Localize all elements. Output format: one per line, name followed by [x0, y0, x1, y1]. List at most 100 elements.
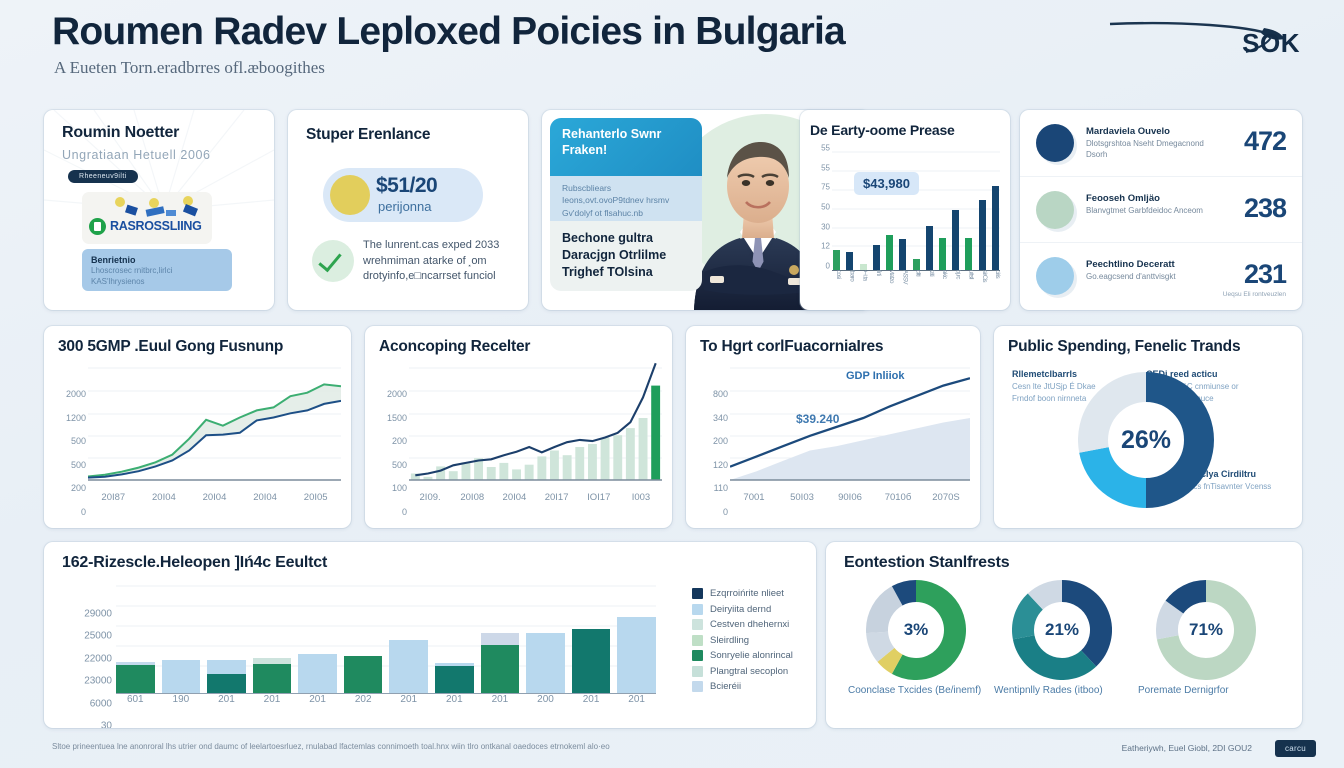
axis-tick-label: 200 — [537, 694, 554, 705]
profile-note-heading: Benrietnio — [91, 255, 136, 265]
bar — [524, 464, 534, 480]
axis-tick-label: 0 — [825, 261, 830, 271]
kpi-label: Feooseh Omljäo — [1086, 193, 1160, 204]
axis-tick-label: 1500 — [386, 412, 407, 423]
check-circle-icon — [312, 240, 354, 282]
portrait-card[interactable]: Rehanterlo Swnr Fraken! Rubscbliears Ieo… — [542, 110, 870, 310]
axis-tick-label: 6000 — [89, 698, 112, 710]
bar-segment — [207, 659, 246, 674]
stacked-bar-card[interactable]: 162-Rizescle.Heleopen ]Iń4c Eeultct 2900… — [44, 542, 816, 728]
stacked-bar-column — [389, 639, 429, 694]
metric-dot-icon — [330, 175, 370, 215]
stacked-bar-column — [207, 659, 246, 694]
combo-chart-xaxis: 2I09. 20I08 20I04 20I17 IOI17 I003 — [409, 492, 662, 510]
axis-tick-label: 1200 — [65, 412, 86, 423]
axis-tick-label: IOI17 — [587, 492, 611, 503]
donut-center-value: 26% — [1120, 425, 1172, 454]
kpi-row[interactable]: Peechtlino Deceratt Go.eagcsend d'anttvi… — [1020, 242, 1302, 308]
axis-tick-label: 201 — [491, 694, 509, 705]
mini-donut-label: Poremate Dernigrfor — [1138, 685, 1229, 696]
line-chart-yaxis: 2000 1200 500 500 200 0 — [50, 360, 86, 517]
axis-tick-label: I003 — [631, 492, 651, 503]
brand-logo-text: SOK — [1242, 28, 1300, 58]
top-bar-chart-card[interactable]: De Earty-oome Prease 55 55 75 50 30 12 0 $43,9… — [800, 110, 1010, 310]
axis-tick-label: uitsil — [967, 270, 974, 280]
legend-label: Sonryelie alonrincal — [710, 650, 793, 662]
axis-tick-label: 12 — [821, 241, 830, 251]
top-bar-chart-yaxis: 55 55 75 50 30 12 0 — [806, 144, 830, 274]
footer-badge[interactable]: carcu — [1274, 740, 1316, 757]
top-bar-chart-plot — [832, 146, 1000, 271]
mini-donut-svg — [866, 580, 966, 680]
line-chart-title: 300 5GMP .Euul Gong Fusnunp — [58, 338, 284, 355]
metric-card[interactable]: Stuper Erenlance $51/20 perijonna The lu… — [288, 110, 528, 310]
legend-swatch — [692, 634, 703, 646]
combo-chart-yaxis: 2000 1500 200 500 100 0 — [371, 360, 407, 517]
bar-segment — [116, 665, 155, 694]
axis-tick-label: 340 — [712, 412, 728, 423]
mini-donut-graphic[interactable]: 21% — [1012, 580, 1112, 680]
axis-tick-label: 20I87 — [101, 492, 126, 503]
top-bar-chart-xaxis: cosi tbaro +-i.ta firti vtatzo ASSV cliti iziti… — [832, 270, 1000, 302]
mini-donut-graphic[interactable]: 3% — [866, 580, 966, 680]
kpi-row[interactable]: Mardaviela Ouvelo Dlotsgrshtoa Nseht Dme… — [1020, 110, 1302, 176]
legend-item: Deiryiita dernd — [692, 602, 816, 618]
kpi-sublabel: Dlotsgrshtoa Nseht Dmegacnond Dsorh — [1086, 139, 1204, 159]
org-logo-text: RASROSSLIING — [110, 219, 202, 233]
donut-chart-card[interactable]: Public Spending, Fenelic Trands Rllemetc… — [994, 326, 1302, 528]
stacked-bar-column — [435, 663, 474, 694]
donut-legend-bottom-right: Venaclya Cirdiltru ödncs fnTisavnter Vce… — [1180, 468, 1285, 493]
bar — [461, 462, 471, 480]
area-chart-card[interactable]: To Hgrt corlFuacorniaIres 800 340 200 120 11… — [686, 326, 980, 528]
axis-tick-label: 20I04 — [152, 492, 176, 503]
portrait-quote-bottom: Bechone gultra Daracjgn Otrlilme Trighef… — [550, 221, 702, 291]
stacked-bar-axis — [116, 692, 656, 694]
mini-donuts-title: Eontestion Stanlfrests — [844, 554, 1010, 571]
area-chart-title: To Hgrt corlFuacorniaIres — [700, 338, 884, 355]
kpi-row[interactable]: Feooseh Omljäo Blanvgtmet Garbfdeidoc An… — [1020, 176, 1302, 242]
legend-label: Ezqrroińrite nlieet — [710, 588, 784, 600]
area-chart-annotation: $39.240 — [796, 412, 840, 426]
metric-note: The lunrent.cas exped 2033 wrehmiman ata… — [363, 239, 500, 283]
mini-donut-svg — [1012, 580, 1112, 680]
area-chart-plot — [730, 362, 970, 486]
legend-label: Sleirdling — [710, 634, 750, 646]
axis-tick-label: 75 — [821, 182, 830, 192]
metric-pill: $51/20 perijonna — [323, 168, 483, 222]
bar-segment — [617, 616, 656, 694]
legend-swatch — [692, 665, 703, 677]
kpi-value-sublabel: Ueqsu Eli rontveuzlen — [1222, 291, 1286, 298]
axis-tick-label: akic — [941, 270, 948, 279]
bar — [499, 462, 509, 480]
axis-tick-label: 0 — [401, 507, 407, 517]
kpi-sublabel: Blanvgtmet Garbfdeidoc Anceom — [1086, 206, 1203, 215]
axis-tick-label: 22000 — [84, 653, 112, 665]
axis-tick-label: vtatzo — [888, 270, 895, 284]
bar-segment — [161, 659, 201, 694]
bar-segment — [389, 639, 429, 694]
stacked-bar-yaxis: 29000 25000 22000 23000 6000 30 — [52, 578, 112, 729]
line-chart-card[interactable]: 300 5GMP .Euul Gong Fusnunp 2000 1200 500 5… — [44, 326, 351, 528]
bar-segment — [480, 644, 520, 694]
donut-legend-heading: Venaclya Cirdiltru — [1180, 469, 1257, 479]
stacked-bar-columns — [116, 586, 656, 694]
bar — [588, 444, 597, 480]
kpi-panel[interactable]: Mardaviela Ouvelo Dlotsgrshtoa Nseht Dme… — [1020, 110, 1302, 310]
legend-item: Sleirdling — [692, 633, 816, 649]
mini-donut-svg — [1156, 580, 1256, 680]
combo-chart-card[interactable]: Aconcoping Recelter 2000 1500 200 500 100 0 2… — [365, 326, 672, 528]
kpi-dot-icon — [1036, 124, 1074, 162]
axis-tick-label: 0 — [722, 507, 728, 517]
mini-donuts-card[interactable]: Eontestion Stanlfrests 3% Coonclase Txci… — [826, 542, 1302, 728]
kpi-label: Peechtlino Deceratt — [1086, 259, 1175, 270]
bar — [575, 447, 585, 480]
line-chart-plot — [88, 362, 341, 486]
area-chart-yaxis: 800 340 200 120 110 0 — [692, 360, 728, 517]
combo-chart-plot — [409, 362, 662, 486]
mini-donut-graphic[interactable]: 71% — [1156, 580, 1256, 680]
profile-card[interactable]: Roumin Noetter Ungratiaan Hetuell 2006 R… — [44, 110, 274, 310]
kpi-label: Mardaviela Ouvelo — [1086, 126, 1170, 137]
donut-legend-heading: Rllemetclbarrls — [1012, 369, 1078, 379]
org-logo-mark — [89, 218, 106, 235]
axis-tick-label: 29000 — [84, 608, 112, 620]
